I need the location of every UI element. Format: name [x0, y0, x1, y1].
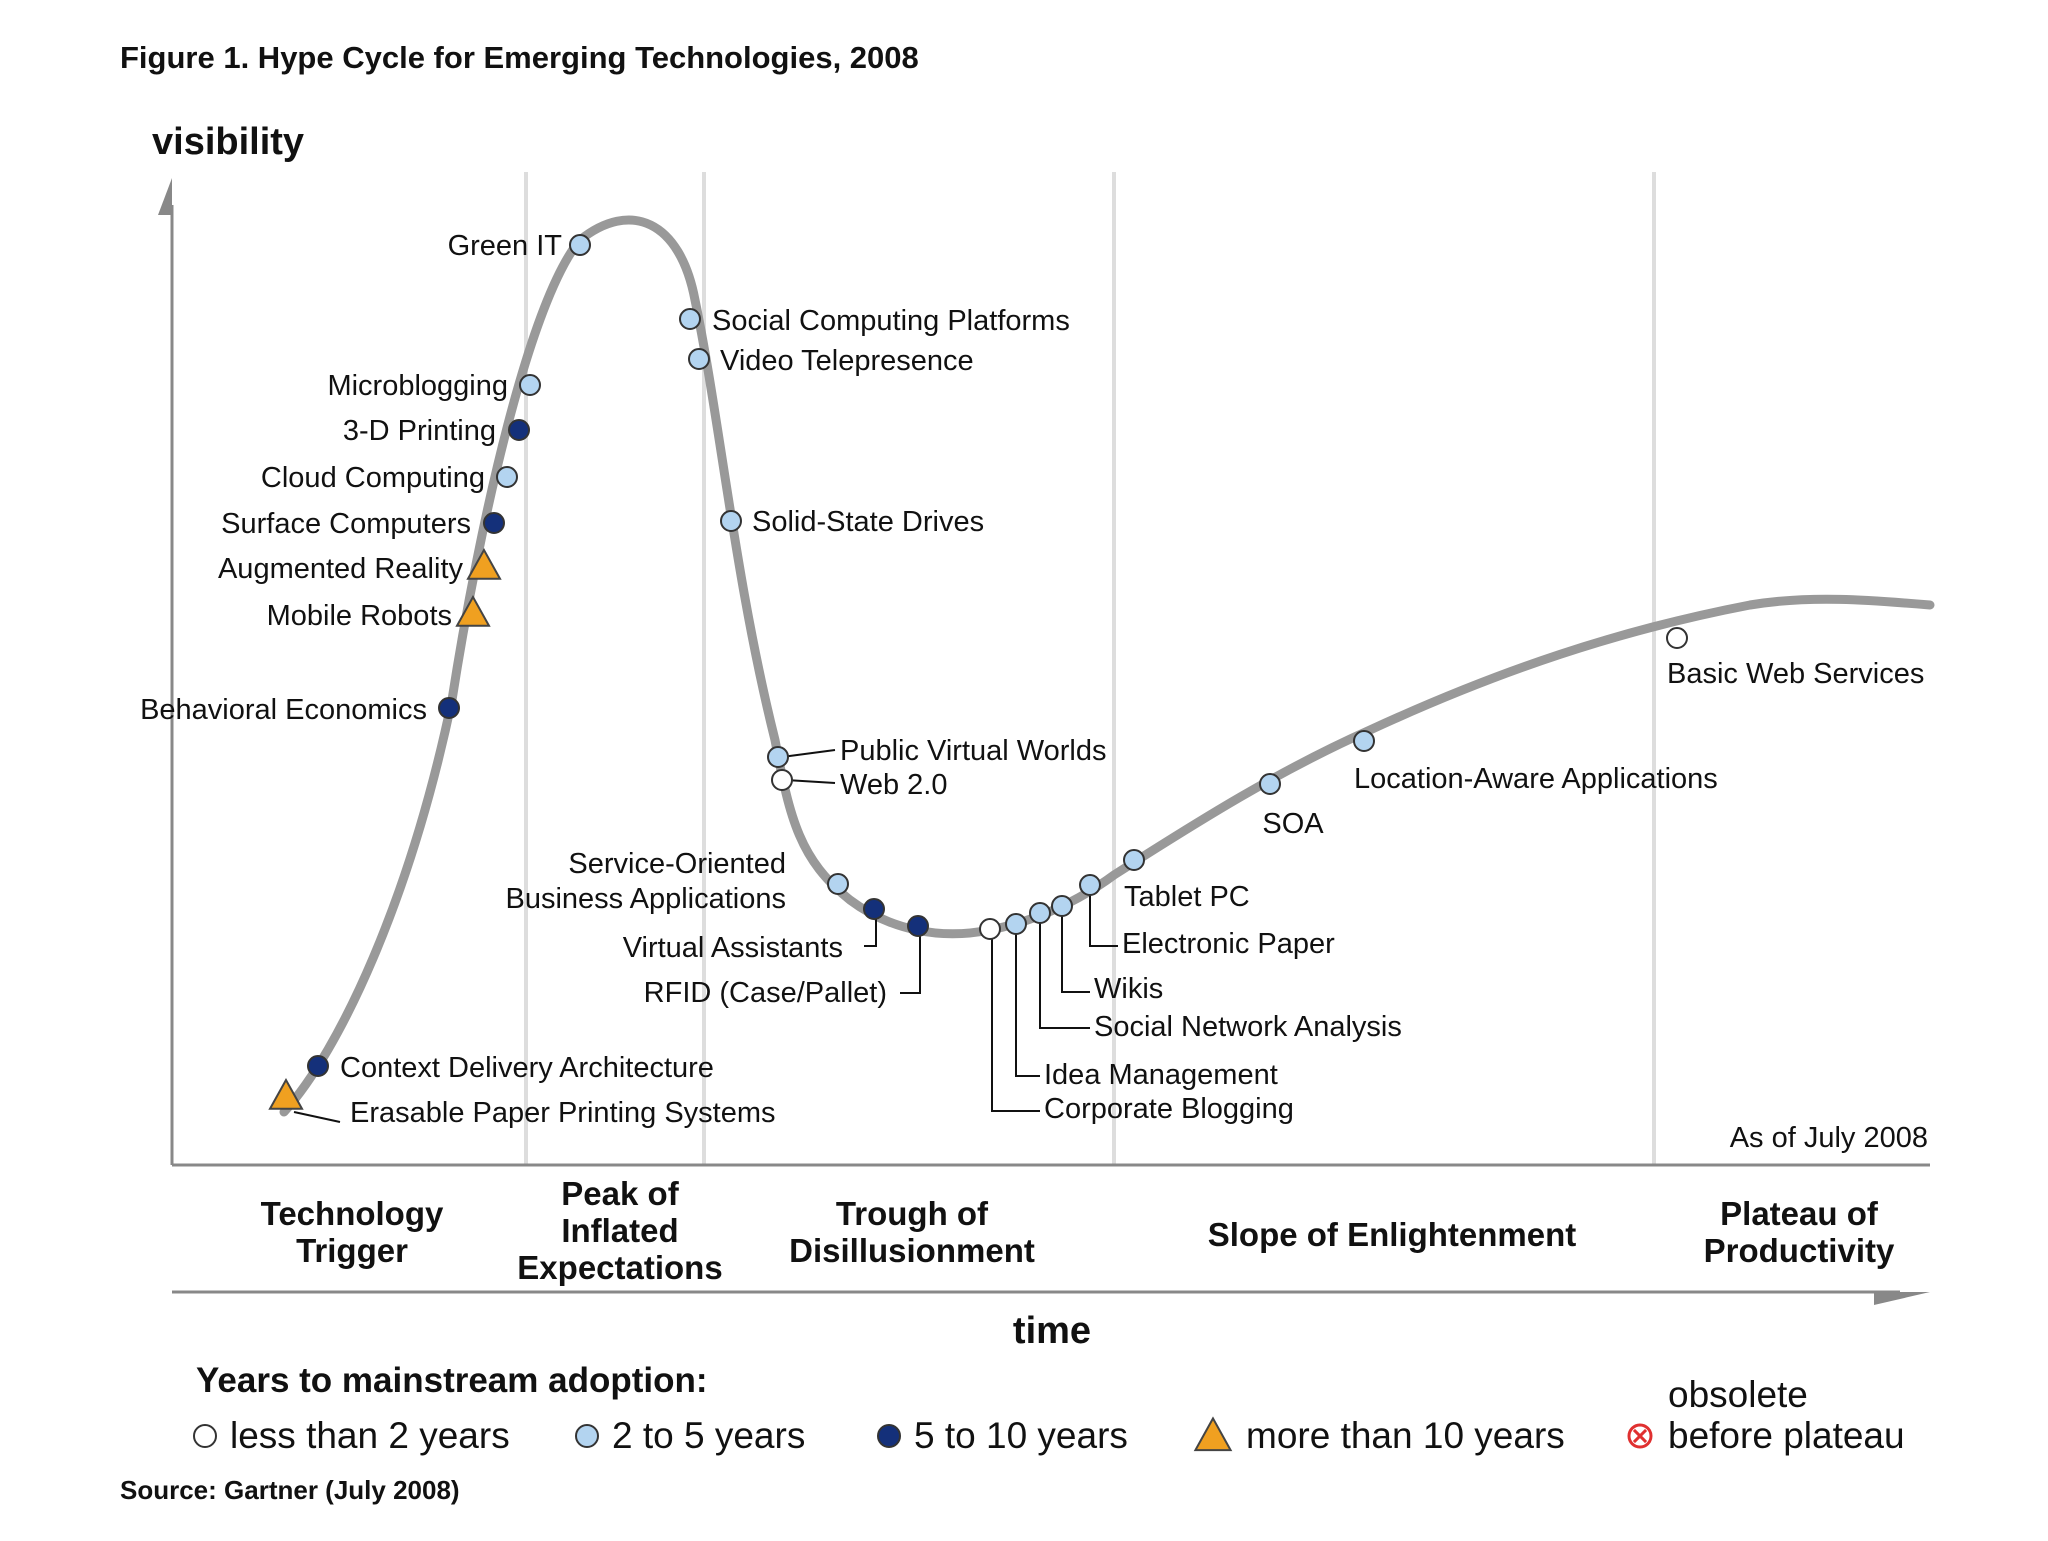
source-note: Source: Gartner (July 2008)	[120, 1475, 460, 1505]
rfid-case-pallet-marker	[907, 915, 929, 937]
y-axis-arrow	[158, 178, 172, 215]
public-virtual-worlds-marker	[767, 746, 789, 768]
technology-labels: Green IT Social Computing Platforms Video …	[140, 230, 1924, 1129]
mobile-robots-label: Mobile Robots	[267, 600, 452, 632]
legend-5to10-icon	[877, 1424, 901, 1448]
legend: less than 2 years 2 to 5 years 5 to 10 yea…	[193, 1374, 1905, 1456]
solid-state-drives-label: Solid-State Drives	[752, 506, 984, 538]
wikis-label: Wikis	[1094, 973, 1163, 1005]
electronic-paper-marker	[1079, 874, 1101, 896]
corporate-blogging-marker	[979, 918, 1001, 940]
legend-gt10-label: more than 10 years	[1246, 1415, 1565, 1456]
x-axis-arrow	[1874, 1292, 1930, 1305]
corporate-blogging-label: Corporate Blogging	[1044, 1093, 1294, 1125]
legend-obsolete-label-top: obsolete	[1668, 1374, 1808, 1415]
video-telepresence-marker	[688, 348, 710, 370]
microblogging-label: Microblogging	[327, 370, 508, 402]
virtual-assistants-label: Virtual Assistants	[623, 932, 843, 964]
behavioral-economics-label: Behavioral Economics	[140, 694, 427, 726]
context-delivery-architecture-marker	[307, 1055, 329, 1077]
tablet-pc-label: Tablet PC	[1124, 881, 1250, 913]
3-d-printing-label: 3-D Printing	[343, 415, 496, 447]
as-of-date: As of July 2008	[1730, 1122, 1928, 1154]
phase-peak: Peak of Inflated Expectations	[517, 1175, 722, 1286]
figure-title: Figure 1. Hype Cycle for Emerging Techno…	[120, 40, 919, 75]
cloud-computing-label: Cloud Computing	[261, 462, 485, 494]
x-axis-label: time	[1013, 1310, 1091, 1352]
social-network-analysis-marker	[1029, 902, 1051, 924]
legend-5to10-label: 5 to 10 years	[914, 1415, 1128, 1456]
microblogging-marker	[519, 374, 541, 396]
legend-lt2-label: less than 2 years	[230, 1415, 510, 1456]
soa-marker	[1259, 773, 1281, 795]
idea-management-marker	[1005, 913, 1027, 935]
social-computing-platforms-marker	[679, 308, 701, 330]
location-aware-applications-marker	[1353, 730, 1375, 752]
service-oriented-business-applications-label: Service-Oriented Business Applications	[506, 848, 787, 915]
web-2-0-label: Web 2.0	[840, 769, 947, 801]
location-aware-applications-label: Location-Aware Applications	[1354, 763, 1718, 795]
context-delivery-architecture-label: Context Delivery Architecture	[340, 1052, 714, 1084]
surface-computers-label: Surface Computers	[221, 508, 471, 540]
augmented-reality-marker	[466, 547, 502, 580]
cloud-computing-marker	[496, 466, 518, 488]
rfid-case-pallet-label: RFID (Case/Pallet)	[644, 977, 887, 1009]
legend-obsolete-label: before plateau	[1668, 1415, 1905, 1456]
social-computing-platforms-label: Social Computing Platforms	[712, 305, 1070, 337]
virtual-assistants-marker	[863, 898, 885, 920]
phase-trough: Trough of Disillusionment	[789, 1195, 1035, 1269]
phase-labels: Technology Trigger Peak of Inflated Expectat…	[261, 1175, 1895, 1286]
video-telepresence-label: Video Telepresence	[720, 345, 974, 377]
tablet-pc-marker	[1123, 849, 1145, 871]
legend-title: Years to mainstream adoption:	[196, 1361, 708, 1400]
3-d-printing-marker	[508, 419, 530, 441]
erasable-paper-printing-systems-marker	[268, 1077, 304, 1110]
y-axis-label: visibility	[152, 121, 304, 163]
electronic-paper-label: Electronic Paper	[1122, 928, 1335, 960]
augmented-reality-label: Augmented Reality	[218, 553, 464, 585]
wikis-marker	[1051, 895, 1073, 917]
service-oriented-business-applications-marker	[827, 873, 849, 895]
erasable-paper-printing-systems-label: Erasable Paper Printing Systems	[350, 1097, 776, 1129]
soa-label: SOA	[1262, 808, 1324, 840]
legend-gt10-icon	[1193, 1416, 1233, 1452]
web-2-0-marker	[771, 769, 793, 791]
idea-management-label: Idea Management	[1044, 1059, 1278, 1091]
basic-web-services-label: Basic Web Services	[1667, 658, 1924, 690]
basic-web-services-marker	[1666, 627, 1688, 649]
legend-2to5-label: 2 to 5 years	[612, 1415, 805, 1456]
behavioral-economics-marker	[438, 697, 460, 719]
solid-state-drives-marker	[720, 510, 742, 532]
legend-obsolete-icon	[1627, 1423, 1653, 1449]
green-it-marker	[569, 234, 591, 256]
surface-computers-marker	[483, 512, 505, 534]
phase-slope: Slope of Enlightenment	[1208, 1216, 1577, 1253]
phase-plateau: Plateau of Productivity	[1704, 1195, 1895, 1269]
mobile-robots-marker	[455, 594, 491, 627]
legend-2to5-icon	[575, 1424, 599, 1448]
public-virtual-worlds-label: Public Virtual Worlds	[840, 735, 1106, 767]
social-network-analysis-label: Social Network Analysis	[1094, 1011, 1402, 1043]
legend-lt2-icon	[193, 1424, 217, 1448]
green-it-label: Green IT	[448, 230, 563, 262]
phase-trigger: Technology Trigger	[261, 1195, 444, 1269]
technology-markers	[268, 234, 1688, 1110]
